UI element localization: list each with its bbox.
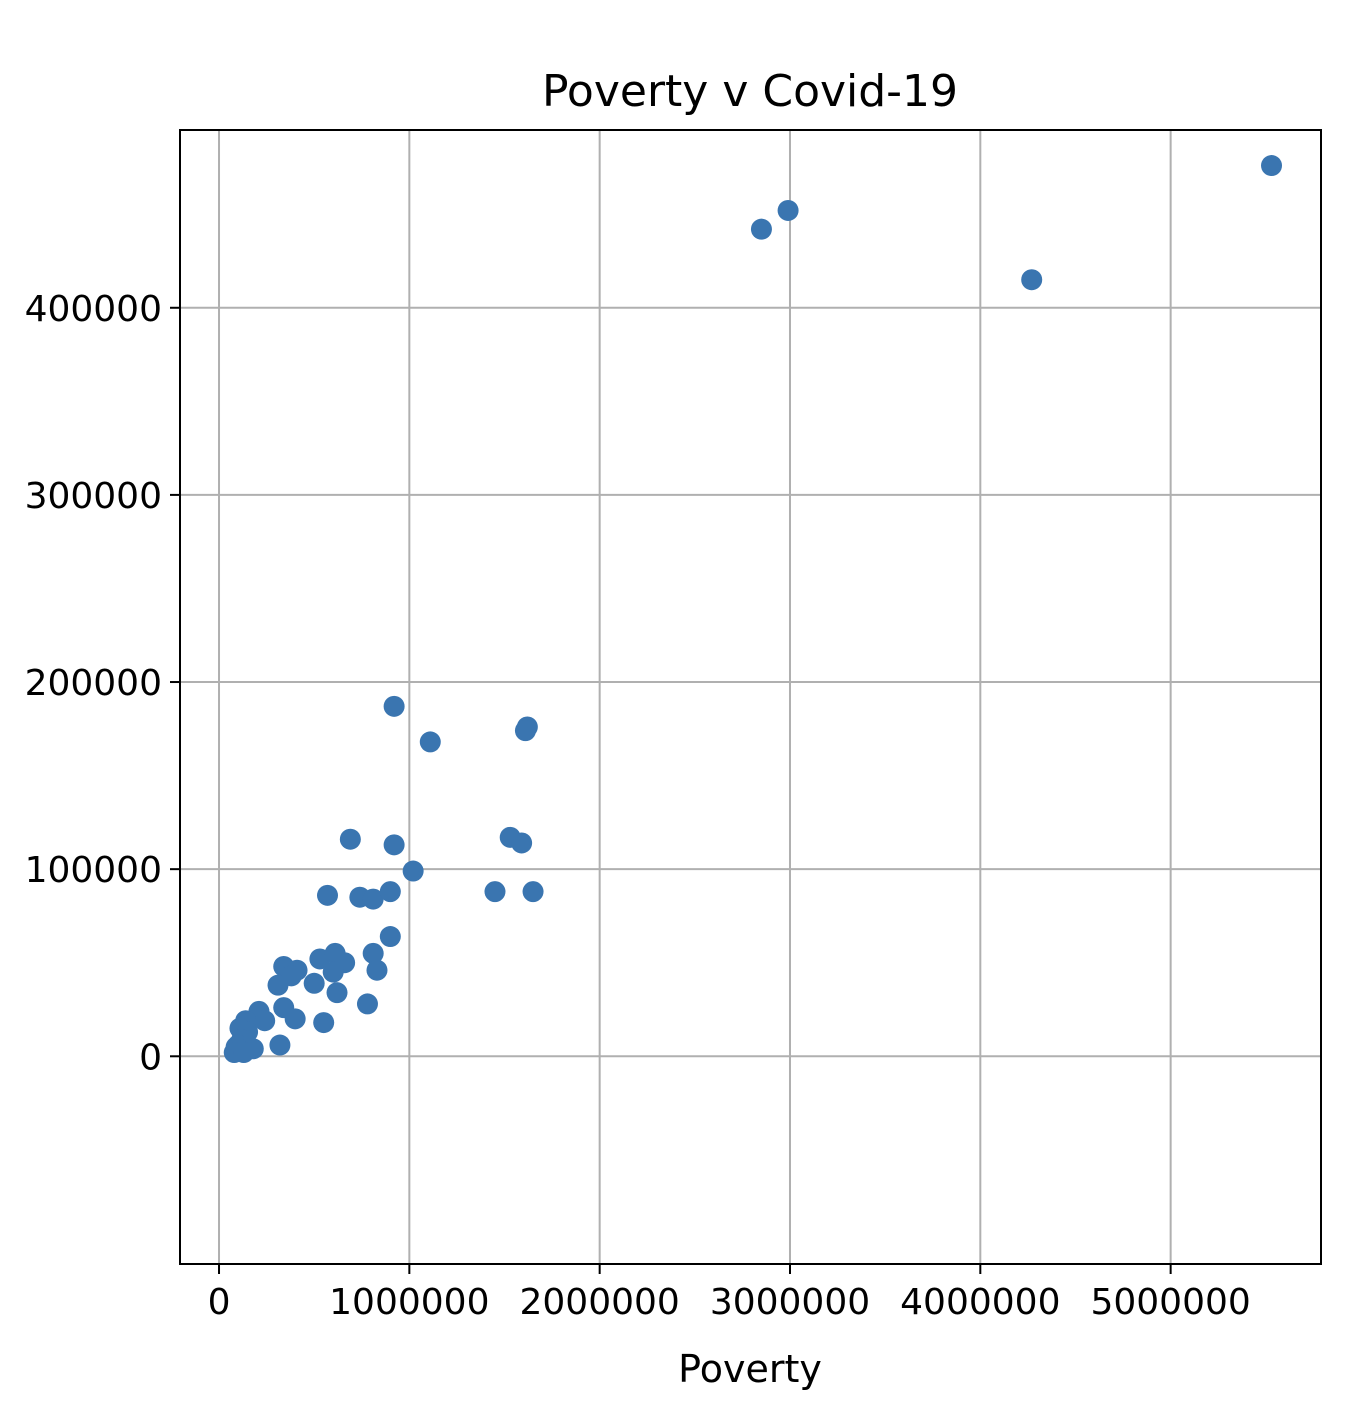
y-tick-label: 100000 [25,850,162,891]
y-tick-label: 300000 [25,476,162,517]
chart-title: Poverty v Covid-19 [542,66,958,117]
y-tick-label: 400000 [25,289,162,330]
data-point [317,884,339,906]
y-tick-label: 0 [139,1037,162,1078]
data-point [303,972,325,994]
data-point [362,888,384,910]
data-point [750,218,772,240]
y-tick-label: 200000 [25,663,162,704]
data-point [326,982,348,1004]
grid-lines [180,130,1321,1264]
data-point [1261,155,1283,177]
x-axis-label: Poverty [678,1347,822,1391]
data-point [777,199,799,221]
x-tick-label: 2000000 [519,1282,679,1323]
x-tick-label: 3000000 [710,1282,870,1323]
data-point [267,974,289,996]
data-point [233,1042,255,1064]
data-point [254,1010,276,1032]
x-axis-ticks: 0 1000000 2000000 3000000 4000000 5000000 [208,1264,1251,1323]
data-point [313,1012,335,1034]
data-points [223,155,1283,1064]
data-point [284,1008,306,1030]
data-point [269,1034,291,1056]
data-point [511,832,533,854]
data-point [383,834,405,856]
data-point [366,959,388,981]
x-tick-label: 4000000 [900,1282,1060,1323]
x-tick-label: 1000000 [329,1282,489,1323]
data-point [484,881,506,903]
data-point [362,942,384,964]
data-point [1021,269,1043,291]
data-point [419,731,441,753]
data-point [383,695,405,717]
data-point [522,881,544,903]
data-point [322,961,344,983]
y-axis-ticks: 0 100000 200000 300000 400000 [25,289,180,1078]
data-point [402,860,424,882]
data-point [356,993,378,1015]
plot-frame [179,129,1322,1265]
data-point [514,720,536,742]
x-tick-label: 5000000 [1090,1282,1250,1323]
data-point [379,926,401,948]
data-point [379,881,401,903]
data-point [339,828,361,850]
x-tick-label: 0 [208,1282,231,1323]
